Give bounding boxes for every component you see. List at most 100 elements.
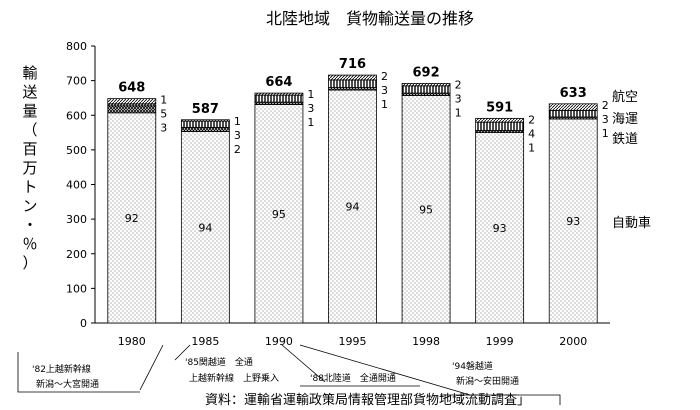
y-tick-label: 500: [66, 144, 87, 157]
car-share-label: 95: [419, 203, 433, 216]
x-tick-label: 1998: [412, 335, 440, 348]
x-tick-label: 1999: [486, 335, 514, 348]
total-label: 591: [486, 100, 513, 115]
y-axis-label-char: ン: [22, 197, 37, 215]
share-label-海運: 3: [381, 84, 388, 97]
y-tick-label: 800: [66, 40, 87, 53]
y-tick-label: 300: [66, 213, 87, 226]
y-axis-label-char: 量: [22, 102, 37, 120]
note-bracket: [17, 352, 140, 393]
bar-segment-航空: [254, 92, 304, 96]
y-axis-label-char: 万: [22, 159, 37, 177]
total-label: 664: [265, 75, 292, 90]
share-label-鉄道: 1: [381, 98, 388, 111]
y-axis-label-char: ・: [22, 216, 37, 234]
y-axis-label-char: 送: [22, 83, 37, 101]
bar-segment-航空: [180, 119, 230, 122]
legend-item: 鉄道: [612, 132, 638, 147]
bar-segment-海運: [328, 79, 377, 88]
y-tick-label: 600: [66, 109, 87, 122]
y-axis-label-char: 輸: [22, 64, 37, 82]
car-share-label: 94: [346, 200, 360, 213]
x-tick-label: 1995: [339, 335, 367, 348]
y-axis-label-char: ）: [22, 254, 37, 272]
note-line-2: 新潟～安田開通: [456, 375, 519, 387]
note-leader-line: [281, 344, 326, 383]
note-leader-line: [174, 344, 191, 361]
share-label-航空: 2: [455, 78, 462, 91]
y-axis-label-char: ト: [22, 178, 37, 196]
share-label-鉄道: 1: [602, 127, 609, 140]
note-line-1: '82上越新幹線: [32, 363, 91, 375]
legend-item: 自動車: [612, 216, 651, 231]
y-axis-label-char: （: [22, 121, 37, 139]
share-label-鉄道: 2: [234, 143, 241, 156]
y-axis-label-char: ％: [22, 235, 37, 253]
bar-segment-自動車: [548, 118, 598, 324]
note-line-2: 新潟～大宮開通: [36, 378, 99, 390]
bar-segment-航空: [328, 74, 377, 81]
note-line-1: '85関越道 全通: [185, 356, 253, 368]
y-tick-label: 400: [66, 179, 87, 192]
share-label-鉄道: 1: [307, 116, 314, 129]
car-share-label: 93: [493, 222, 507, 235]
note-bracket: [440, 394, 561, 405]
share-label-航空: 1: [160, 94, 167, 107]
bar-segment-航空: [548, 103, 598, 111]
car-share-label: 94: [198, 221, 212, 234]
bar-segment-航空: [107, 98, 157, 105]
x-tick-label: 1985: [191, 335, 219, 348]
legend-item: 海運: [612, 112, 638, 127]
share-label-海運: 3: [234, 129, 241, 142]
bar-segment-自動車: [475, 132, 525, 324]
bar-segment-航空: [475, 117, 525, 123]
bars: [107, 74, 598, 324]
bar-segment-自動車: [401, 95, 451, 324]
share-label-航空: 2: [602, 99, 609, 112]
y-tick-label: 0: [80, 317, 87, 330]
total-label: 587: [192, 102, 219, 117]
share-label-鉄道: 1: [455, 106, 462, 119]
bar-segment-海運: [180, 120, 230, 128]
share-label-海運: 3: [602, 113, 609, 126]
bar-segment-海運: [475, 121, 525, 131]
bar-segment-鉄道: [180, 126, 230, 132]
note-line-1: '88北陸道 全通開通: [310, 372, 396, 384]
x-tick-label: 1990: [265, 335, 293, 348]
y-tick-label: 200: [66, 248, 87, 261]
bar-labels: 6489215319805879413219856649513119907169…: [118, 57, 609, 348]
note-leader-line: [139, 344, 164, 391]
car-share-label: 92: [125, 212, 139, 225]
note-leader-line: [299, 344, 471, 396]
bar-segment-航空: [401, 82, 451, 87]
share-label-海運: 3: [307, 102, 314, 115]
total-label: 692: [413, 65, 440, 80]
share-label-海運: 4: [528, 127, 535, 140]
bar-segment-自動車: [107, 112, 157, 324]
share-label-航空: 2: [528, 113, 535, 126]
total-label: 648: [118, 81, 145, 96]
total-label: 633: [560, 86, 587, 101]
bar-segment-海運: [401, 85, 451, 94]
share-label-鉄道: 3: [160, 122, 167, 135]
note-line-2: 上越新幹線 上野乗入: [189, 372, 279, 384]
car-share-label: 93: [566, 215, 580, 228]
y-axis-label-char: 百: [22, 140, 37, 158]
bar-segment-海運: [254, 94, 304, 103]
share-label-航空: 1: [307, 88, 314, 101]
x-tick-label: 1980: [118, 335, 146, 348]
share-label-海運: 3: [455, 92, 462, 105]
bar-segment-自動車: [180, 131, 230, 324]
share-label-航空: 2: [381, 70, 388, 83]
share-label-海運: 5: [160, 108, 167, 121]
share-label-航空: 1: [234, 115, 241, 128]
y-tick-label: 700: [66, 75, 87, 88]
note-line-1: '94磐越道: [452, 360, 493, 372]
bar-segment-鉄道: [107, 105, 157, 114]
total-label: 716: [339, 57, 366, 72]
chart-title: 北陸地域 貨物輸送量の推移: [266, 9, 474, 28]
x-tick-label: 2000: [559, 335, 587, 348]
